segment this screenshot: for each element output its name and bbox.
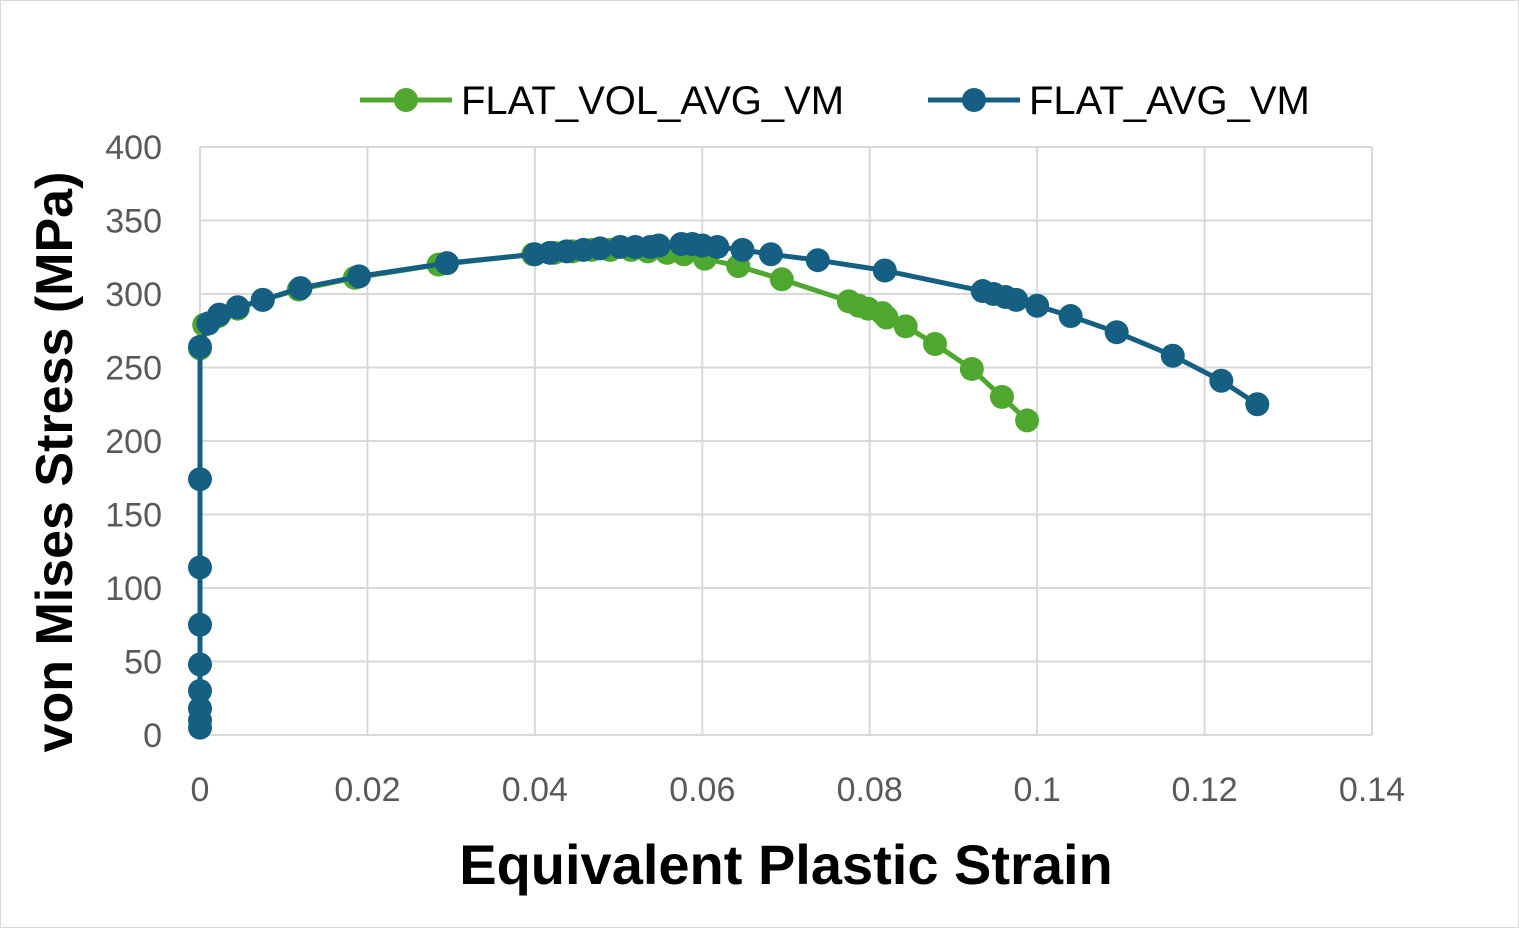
- legend-label: FLAT_AVG_VM: [1029, 79, 1310, 123]
- data-point: [705, 234, 730, 259]
- data-point: [1058, 304, 1083, 329]
- legend: FLAT_VOL_AVG_VM FLAT_AVG_VM: [360, 79, 1310, 123]
- data-point: [434, 251, 459, 276]
- data-point: [288, 276, 313, 301]
- y-tick-label: 250: [105, 350, 162, 388]
- data-point: [188, 678, 212, 703]
- series-flat-avg-vm: [188, 232, 1270, 740]
- x-axis-title: Equivalent Plastic Strain: [459, 833, 1113, 896]
- x-tick-label: 0.08: [837, 771, 903, 809]
- data-point: [207, 302, 232, 327]
- data-point: [769, 267, 794, 292]
- y-axis-ticks: 0 50 100 150 200 250 300 350 400: [105, 129, 162, 755]
- data-point: [758, 242, 783, 267]
- y-tick-label: 0: [143, 717, 162, 755]
- data-point: [1104, 320, 1129, 345]
- legend-item: FLAT_VOL_AVG_VM: [360, 79, 844, 123]
- y-tick-label: 400: [105, 129, 162, 167]
- x-tick-label: 0.1: [1014, 771, 1061, 809]
- x-tick-label: 0.02: [334, 771, 400, 809]
- data-point: [188, 467, 212, 492]
- y-tick-label: 350: [105, 203, 162, 241]
- data-point: [1245, 392, 1270, 417]
- legend-marker: [394, 88, 418, 112]
- data-point: [805, 248, 830, 273]
- data-point: [1015, 408, 1040, 433]
- data-point: [1025, 293, 1050, 318]
- legend-marker: [962, 88, 986, 112]
- data-point: [188, 696, 212, 721]
- series-flat-vol-avg-vm: [188, 237, 1040, 433]
- data-point: [588, 236, 613, 261]
- data-point: [646, 233, 671, 258]
- y-tick-label: 300: [105, 276, 162, 314]
- data-point: [989, 384, 1014, 409]
- y-tick-label: 200: [105, 423, 162, 461]
- data-point: [188, 334, 212, 359]
- x-tick-label: 0: [191, 771, 210, 809]
- series-line: [197, 241, 1259, 728]
- data-point: [188, 652, 212, 677]
- grid-lines: [199, 146, 1373, 736]
- data-point: [188, 555, 212, 580]
- x-tick-label: 0.04: [502, 771, 568, 809]
- x-tick-label: 0.14: [1339, 771, 1405, 809]
- data-point: [1209, 368, 1234, 393]
- y-tick-label: 50: [124, 644, 162, 682]
- legend-item: FLAT_AVG_VM: [928, 79, 1310, 123]
- data-point: [1160, 343, 1185, 368]
- data-point: [730, 237, 755, 262]
- y-tick-label: 150: [105, 497, 162, 535]
- data-point: [347, 264, 372, 289]
- data-point: [188, 612, 212, 637]
- data-point: [872, 258, 897, 283]
- y-axis-title: von Mises Stress (MPa): [26, 172, 84, 753]
- data-point: [923, 331, 948, 356]
- data-point: [893, 314, 918, 339]
- data-point: [1004, 287, 1029, 312]
- data-point: [874, 305, 899, 330]
- y-tick-label: 100: [105, 570, 162, 608]
- x-axis-ticks: 0 0.02 0.04 0.06 0.08 0.1 0.12 0.14: [191, 771, 1406, 809]
- x-tick-label: 0.12: [1171, 771, 1237, 809]
- data-point: [959, 356, 984, 381]
- series-layer: [188, 232, 1270, 740]
- data-point: [250, 287, 275, 312]
- data-point: [225, 295, 250, 320]
- legend-label: FLAT_VOL_AVG_VM: [461, 79, 844, 123]
- x-tick-label: 0.06: [669, 771, 735, 809]
